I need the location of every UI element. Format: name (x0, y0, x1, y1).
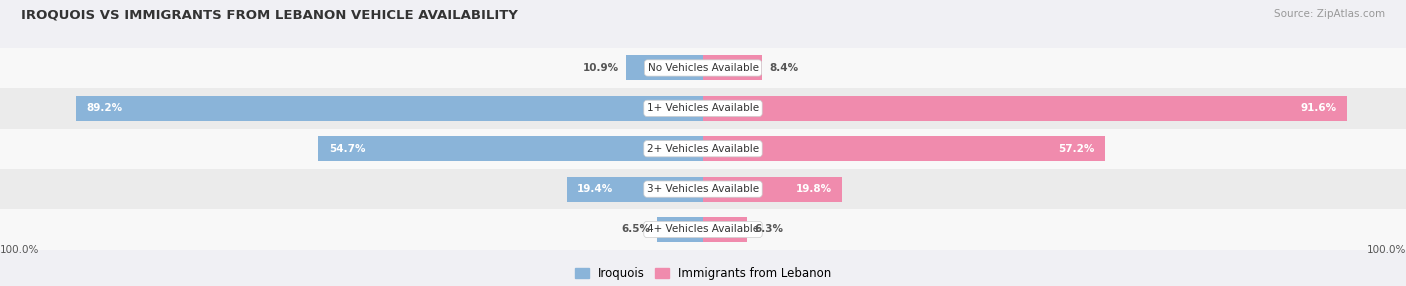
Bar (703, 136, 1105, 161)
Text: 4+ Vehicles Available: 4+ Vehicles Available (647, 225, 759, 235)
Text: 19.4%: 19.4% (578, 184, 613, 194)
Bar (0, 128, 1406, 169)
Bar (318, 136, 703, 161)
Text: 91.6%: 91.6% (1301, 103, 1336, 113)
Legend: Iroquois, Immigrants from Lebanon: Iroquois, Immigrants from Lebanon (575, 267, 831, 280)
Text: 57.2%: 57.2% (1059, 144, 1094, 154)
Text: IROQUOIS VS IMMIGRANTS FROM LEBANON VEHICLE AVAILABILITY: IROQUOIS VS IMMIGRANTS FROM LEBANON VEHI… (21, 9, 517, 21)
Bar (703, 217, 748, 242)
Text: 1+ Vehicles Available: 1+ Vehicles Available (647, 103, 759, 113)
Text: 54.7%: 54.7% (329, 144, 366, 154)
Bar (0, 48, 1406, 88)
Bar (0, 209, 1406, 250)
Bar (703, 55, 762, 80)
Bar (703, 96, 1347, 121)
Text: No Vehicles Available: No Vehicles Available (648, 63, 758, 73)
Text: 3+ Vehicles Available: 3+ Vehicles Available (647, 184, 759, 194)
Bar (0, 169, 1406, 209)
Bar (627, 55, 703, 80)
Text: 10.9%: 10.9% (583, 63, 619, 73)
Text: 6.5%: 6.5% (621, 225, 650, 235)
Text: 19.8%: 19.8% (796, 184, 832, 194)
Bar (567, 176, 703, 202)
Text: Source: ZipAtlas.com: Source: ZipAtlas.com (1274, 9, 1385, 19)
Text: 100.0%: 100.0% (1367, 245, 1406, 255)
Bar (76, 96, 703, 121)
Text: 2+ Vehicles Available: 2+ Vehicles Available (647, 144, 759, 154)
Text: 100.0%: 100.0% (0, 245, 39, 255)
Bar (657, 217, 703, 242)
Text: 6.3%: 6.3% (754, 225, 783, 235)
Text: 89.2%: 89.2% (86, 103, 122, 113)
Bar (703, 176, 842, 202)
Bar (0, 88, 1406, 128)
Text: 8.4%: 8.4% (769, 63, 799, 73)
